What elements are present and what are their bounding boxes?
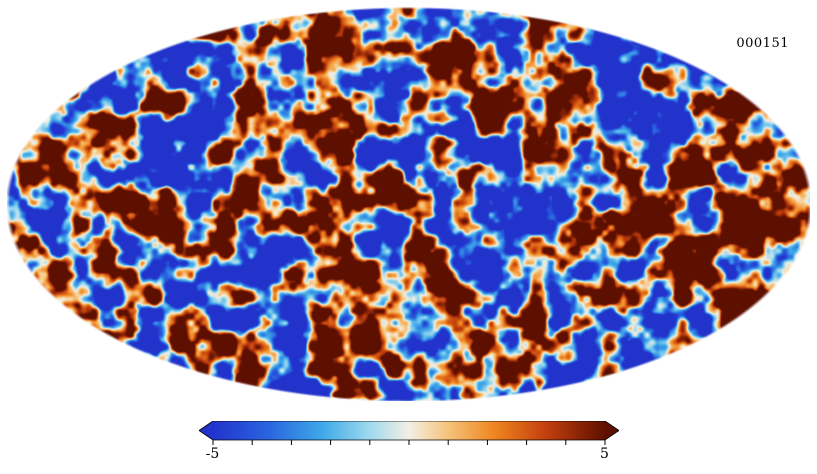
colorbar-gradient bbox=[198, 421, 619, 445]
frame-number-label: 000151 bbox=[736, 36, 789, 51]
colorbar-min-label: -5 bbox=[205, 446, 220, 462]
colorbar: -5 5 bbox=[198, 421, 619, 471]
colorbar-bar bbox=[198, 421, 619, 441]
sky-map bbox=[7, 7, 810, 401]
colorbar-max-label: 5 bbox=[600, 446, 609, 462]
